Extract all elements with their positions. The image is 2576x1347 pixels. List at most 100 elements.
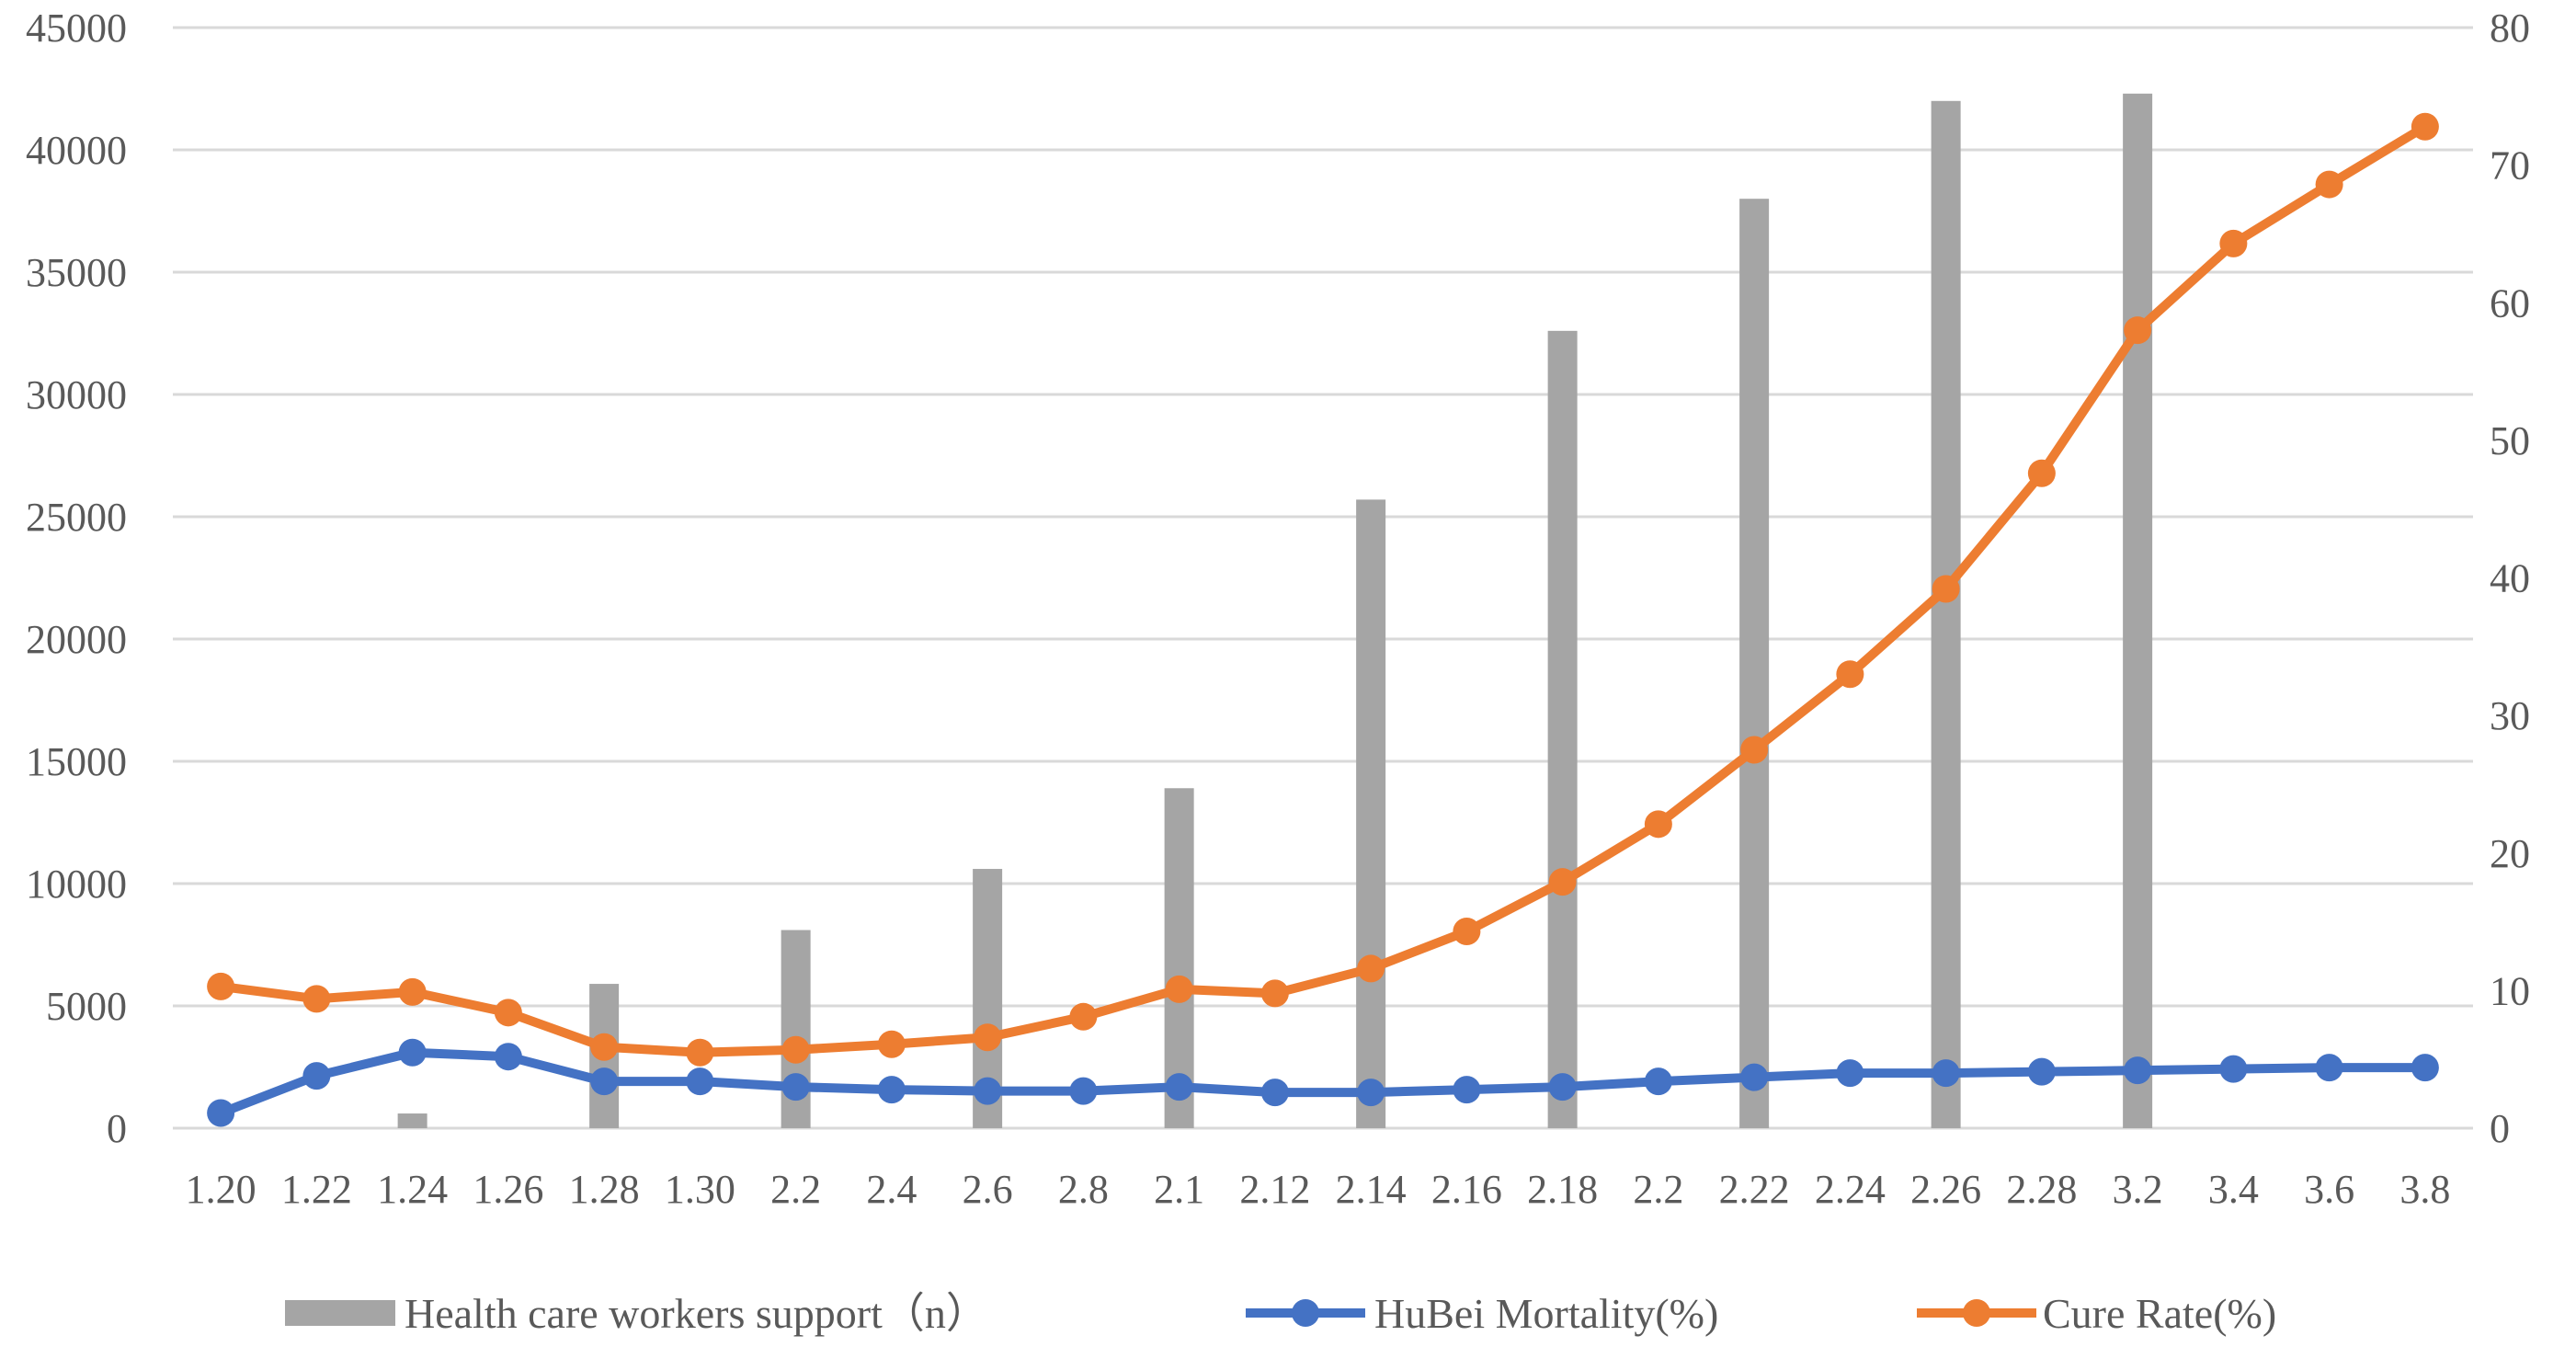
data-point bbox=[1260, 1079, 1289, 1107]
data-point bbox=[1932, 1059, 1960, 1088]
data-point bbox=[2027, 459, 2056, 487]
data-point bbox=[1260, 979, 1289, 1008]
bar-series bbox=[397, 93, 2153, 1129]
x-tick-label: 1.28 bbox=[569, 1167, 640, 1212]
x-tick-label: 1.26 bbox=[473, 1167, 543, 1212]
data-point bbox=[1932, 575, 1960, 603]
x-tick-label: 3.2 bbox=[2113, 1167, 2163, 1212]
data-point bbox=[686, 1067, 714, 1096]
x-tick-label: 2.6 bbox=[963, 1167, 1013, 1212]
bar bbox=[2123, 93, 2153, 1129]
x-tick-label: 3.6 bbox=[2304, 1167, 2354, 1212]
x-tick-label: 2.8 bbox=[1058, 1167, 1109, 1212]
legend-swatch-bar bbox=[285, 1300, 395, 1326]
y-left-tick-label: 40000 bbox=[26, 128, 127, 173]
data-point bbox=[494, 999, 522, 1027]
y-right-tick-label: 20 bbox=[2490, 831, 2530, 876]
data-point bbox=[686, 1038, 714, 1067]
data-point bbox=[2124, 1056, 2152, 1085]
x-tick-label: 2.12 bbox=[1239, 1167, 1310, 1212]
y-left-tick-label: 5000 bbox=[46, 984, 127, 1029]
data-point bbox=[207, 1099, 235, 1127]
y-left-tick-label: 45000 bbox=[26, 6, 127, 51]
series-line bbox=[216, 121, 2430, 1057]
data-point bbox=[1836, 1059, 1864, 1088]
data-point bbox=[877, 1030, 906, 1058]
y-right-tick-label: 80 bbox=[2490, 6, 2530, 51]
x-tick-label: 1.24 bbox=[377, 1167, 448, 1212]
legend-label: Health care workers support（n） bbox=[405, 1290, 988, 1337]
data-point bbox=[590, 1067, 619, 1096]
data-point bbox=[1069, 1002, 1098, 1031]
x-tick-label: 1.22 bbox=[281, 1167, 352, 1212]
data-point bbox=[302, 1062, 331, 1090]
data-point bbox=[590, 1033, 619, 1061]
data-point bbox=[398, 977, 427, 1006]
data-point bbox=[1453, 1076, 1481, 1104]
data-point bbox=[207, 972, 235, 1000]
data-point bbox=[1548, 1073, 1577, 1102]
legend-label: HuBei Mortality(%) bbox=[1374, 1290, 1718, 1337]
y-left-tick-label: 25000 bbox=[26, 495, 127, 540]
x-tick-label: 2.24 bbox=[1815, 1167, 1886, 1212]
x-tick-label: 1.20 bbox=[186, 1167, 256, 1212]
data-point bbox=[2315, 170, 2343, 199]
data-point bbox=[1644, 810, 1672, 839]
y-right-tick-label: 40 bbox=[2490, 556, 2530, 601]
y-left-tick-label: 30000 bbox=[26, 372, 127, 417]
x-tick-label: 2.22 bbox=[1719, 1167, 1790, 1212]
y-right-tick-label: 30 bbox=[2490, 693, 2530, 738]
x-tick-label: 2.18 bbox=[1527, 1167, 1598, 1212]
data-point bbox=[974, 1077, 1002, 1105]
y-right-tick-label: 60 bbox=[2490, 280, 2530, 325]
legend-swatch-marker bbox=[1292, 1299, 1319, 1327]
line-series bbox=[207, 112, 2439, 1127]
y-left-tick-label: 15000 bbox=[26, 739, 127, 784]
data-point bbox=[1165, 975, 1193, 1003]
data-point bbox=[2411, 1054, 2439, 1082]
x-tick-label: 2.16 bbox=[1431, 1167, 1502, 1212]
bar bbox=[397, 1113, 427, 1128]
x-tick-label: 2.2 bbox=[770, 1167, 821, 1212]
x-tick-label: 1.30 bbox=[665, 1167, 735, 1212]
x-tick-label: 2.2 bbox=[1633, 1167, 1683, 1212]
y-right-tick-label: 0 bbox=[2490, 1106, 2510, 1151]
bar bbox=[1356, 499, 1386, 1128]
y-left-tick-label: 35000 bbox=[26, 250, 127, 295]
data-point bbox=[2124, 316, 2152, 345]
data-point bbox=[1165, 1073, 1193, 1102]
y-right-tick-label: 10 bbox=[2490, 968, 2530, 1013]
data-point bbox=[974, 1023, 1002, 1052]
bar bbox=[1931, 100, 1961, 1128]
y-right-tick-label: 50 bbox=[2490, 418, 2530, 463]
x-tick-label: 2.26 bbox=[1910, 1167, 1981, 1212]
axes: 0 5000 10000 15000 20000 25000 30000 35000 40000… bbox=[26, 6, 2530, 1212]
data-point bbox=[2027, 1057, 2056, 1086]
data-point bbox=[1740, 1063, 1769, 1091]
x-tick-label: 2.28 bbox=[2006, 1167, 2077, 1212]
bar bbox=[1547, 330, 1578, 1129]
y-right-tick-label: 70 bbox=[2490, 143, 2530, 188]
data-point bbox=[1644, 1067, 1672, 1096]
data-point bbox=[1357, 954, 1385, 983]
legend-swatch-marker bbox=[1963, 1299, 1990, 1327]
data-point bbox=[1548, 868, 1577, 896]
data-point bbox=[877, 1076, 906, 1104]
gridlines bbox=[173, 26, 2473, 1130]
series-line bbox=[216, 1047, 2430, 1118]
data-point bbox=[1740, 736, 1769, 764]
bar bbox=[1164, 788, 1194, 1128]
x-tick-label: 3.4 bbox=[2208, 1167, 2259, 1212]
data-point bbox=[781, 1073, 810, 1102]
data-point bbox=[398, 1038, 427, 1067]
x-tick-label: 2.4 bbox=[866, 1167, 917, 1212]
data-point bbox=[302, 985, 331, 1013]
y-left-tick-label: 20000 bbox=[26, 617, 127, 662]
data-point bbox=[2315, 1054, 2343, 1082]
x-tick-label: 3.8 bbox=[2399, 1167, 2450, 1212]
data-point bbox=[1069, 1077, 1098, 1105]
data-point bbox=[1836, 660, 1864, 689]
data-point bbox=[2219, 229, 2248, 257]
data-point bbox=[1357, 1079, 1385, 1107]
